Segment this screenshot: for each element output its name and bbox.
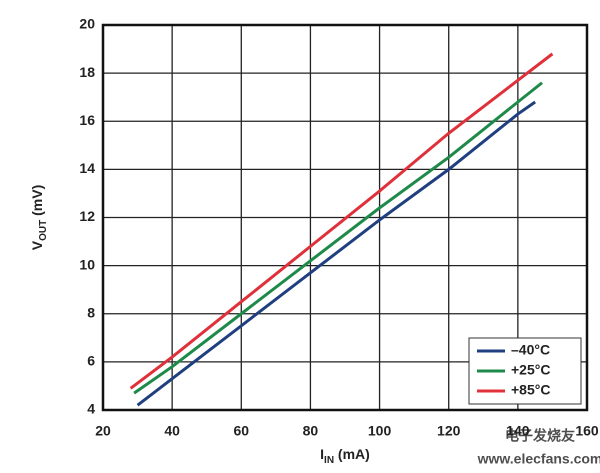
x-tick-label: 120 — [437, 423, 461, 439]
y-axis-label-part: OUT — [38, 220, 49, 241]
x-tick-label: 160 — [575, 423, 599, 439]
series-line — [136, 100, 536, 407]
y-tick-label: 6 — [87, 353, 95, 369]
x-tick-label: 60 — [233, 423, 249, 439]
y-axis-label: VOUT (mV) — [29, 185, 49, 250]
x-tick-label: 100 — [368, 423, 392, 439]
y-tick-label: 14 — [79, 160, 95, 176]
y-axis-label-part: (mV) — [29, 185, 45, 220]
series-line — [129, 52, 554, 390]
x-tick-label: 20 — [95, 423, 111, 439]
y-tick-label: 8 — [87, 304, 95, 320]
x-axis-label-part: (mA) — [334, 446, 370, 462]
x-tick-label: 140 — [506, 423, 530, 439]
plot-frame — [101, 23, 589, 412]
legend-label: +85°C — [511, 382, 550, 398]
x-tick-label: 40 — [164, 423, 180, 439]
legend-label: –40°C — [511, 342, 550, 358]
y-tick-label: 10 — [79, 256, 95, 272]
x-axis-label-part: IN — [324, 455, 334, 466]
x-tick-label: 80 — [303, 423, 319, 439]
y-axis-label-part: V — [29, 240, 45, 250]
y-tick-label: 18 — [79, 64, 95, 80]
series-line — [133, 81, 543, 395]
y-tick-label: 4 — [87, 401, 95, 417]
watermark: www.elecfans.com — [477, 451, 600, 467]
legend-label: +25°C — [511, 362, 550, 378]
y-tick-label: 20 — [79, 16, 95, 32]
y-tick-label: 12 — [79, 208, 95, 224]
watermark: 电子发烧友 — [505, 428, 575, 444]
y-tick-label: 16 — [79, 112, 95, 128]
x-axis-label-part: I — [320, 446, 324, 462]
x-axis-label: IIN (mA) — [320, 446, 370, 466]
